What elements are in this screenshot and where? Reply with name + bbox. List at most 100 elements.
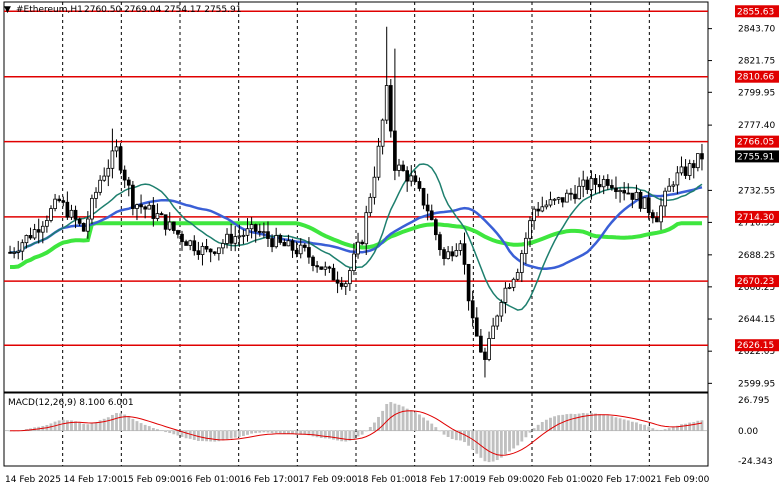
candle-body	[360, 241, 364, 245]
macd-histogram-bar	[471, 430, 475, 450]
candle-body	[429, 210, 434, 221]
macd-histogram-bar	[381, 410, 385, 431]
candle-body	[302, 244, 307, 248]
candle-body	[700, 153, 704, 160]
macd-histogram-bar	[287, 430, 290, 434]
macd-histogram-bar	[278, 430, 282, 434]
macd-histogram-bar	[639, 424, 642, 431]
price-tick-label: 2799.95	[738, 88, 775, 98]
candle-body	[671, 184, 676, 187]
ma-fast-line	[10, 163, 703, 311]
macd-histogram-bar	[139, 423, 143, 431]
macd-histogram-bar	[495, 430, 499, 461]
candle-body	[683, 166, 688, 176]
macd-histogram-bar	[340, 430, 344, 442]
candle-body	[196, 250, 201, 256]
current-price-tag	[735, 150, 779, 163]
macd-histogram-bar	[176, 430, 180, 436]
candle-body	[229, 233, 233, 244]
candle-body	[499, 302, 504, 317]
candle-body	[200, 245, 205, 256]
macd-histogram-bar	[540, 422, 544, 431]
macd-histogram-bar	[426, 420, 430, 431]
candle-body	[106, 167, 111, 177]
macd-histogram-bar	[119, 413, 123, 431]
candle-body	[585, 179, 590, 190]
macd-histogram-bar	[327, 430, 331, 439]
macd-histogram-bar	[61, 419, 65, 431]
candle-body	[532, 208, 536, 222]
candle-body	[147, 204, 152, 210]
candle-body	[245, 228, 250, 236]
price-tick-label: 2732.55	[738, 186, 775, 196]
macd-histogram-bar	[499, 430, 503, 458]
time-tick-label: 17 Feb 09:00	[298, 475, 357, 485]
macd-tick-label: -24.343	[738, 457, 773, 467]
candle-body	[343, 283, 348, 287]
candle-body	[544, 204, 549, 208]
candle-body	[642, 197, 647, 209]
macd-histogram-bar	[102, 418, 106, 431]
candle-body	[650, 212, 655, 219]
macd-histogram-bar	[520, 430, 524, 442]
candle-body	[524, 237, 528, 254]
candle-body	[696, 153, 700, 169]
candle-body	[335, 279, 340, 284]
macd-histogram-bar	[123, 414, 127, 431]
time-tick-label: 15 Feb 09:00	[122, 475, 181, 485]
symbol-menu-arrow-icon[interactable]: ▼	[4, 5, 11, 15]
macd-histogram-bar	[680, 424, 683, 431]
candle-body	[634, 191, 639, 200]
macd-histogram-bar	[418, 414, 421, 431]
macd-histogram-bar	[94, 421, 98, 431]
macd-histogram-bar	[135, 421, 139, 431]
macd-histogram-bar	[536, 424, 540, 431]
macd-histogram-bar	[356, 430, 360, 437]
candle-body	[167, 221, 172, 230]
candle-body	[405, 170, 410, 182]
price-tick-label: 2821.75	[738, 57, 775, 67]
price-axis: 2843.70 2821.75 2799.95 2777.40 2732.55 2710.…	[708, 5, 779, 389]
macd-histogram-bar	[78, 422, 82, 431]
candle-body	[601, 179, 606, 188]
macd-histogram-bar	[156, 429, 159, 431]
candle-body	[397, 164, 401, 171]
macd-histogram-bar	[504, 430, 507, 455]
macd-histogram-bar	[115, 413, 118, 431]
candle-body	[118, 146, 123, 171]
macd-histogram-bar	[90, 423, 94, 431]
ohlc-text: 2760.50 2769.04 2754.17 2755.91	[84, 5, 241, 15]
candle-body	[528, 220, 532, 239]
macd-histogram-bar	[332, 430, 335, 440]
price-tick-label: 2710.55	[738, 218, 775, 228]
macd-histogram-bar	[70, 420, 73, 431]
macd-histogram-bar	[647, 426, 651, 431]
macd-histogram-bar	[610, 416, 614, 431]
price-tick-label: 2644.15	[738, 315, 775, 325]
candle-body	[294, 249, 299, 255]
candle-body	[536, 208, 541, 212]
candle-body	[487, 338, 491, 360]
candle-body	[208, 248, 213, 253]
candle-body	[348, 270, 352, 285]
candle-body	[319, 266, 324, 270]
candle-body	[474, 317, 479, 337]
macd-histogram-bar	[209, 430, 213, 442]
macd-histogram-bar	[270, 430, 274, 434]
candle-body	[556, 197, 561, 200]
macd-histogram-bar	[151, 428, 155, 431]
candle-body	[548, 199, 553, 206]
macd-histogram-bar	[213, 430, 217, 442]
candle-body	[577, 185, 581, 200]
macd-histogram-bar	[688, 422, 692, 431]
candle-body	[188, 240, 193, 246]
macd-histogram-bar	[614, 417, 618, 431]
macd-histogram-bar	[438, 430, 442, 432]
macd-histogram-bar	[508, 430, 511, 452]
candle-body	[212, 251, 217, 254]
macd-histogram-bar	[274, 430, 278, 433]
macd-signal-line	[10, 410, 703, 456]
candle-body	[552, 198, 557, 201]
candle-body	[24, 235, 29, 244]
macd-histogram-bar	[196, 430, 200, 441]
